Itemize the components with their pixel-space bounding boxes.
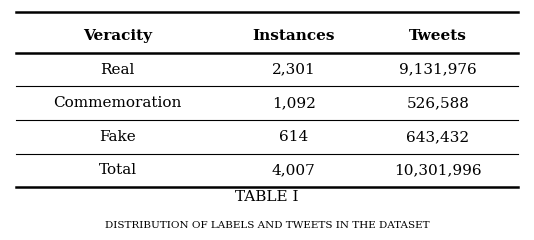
Text: TABLE I: TABLE I [235,190,299,204]
Text: 1,092: 1,092 [272,96,316,110]
Text: 9,131,976: 9,131,976 [399,63,477,77]
Text: Veracity: Veracity [83,29,152,43]
Text: Tweets: Tweets [409,29,467,43]
Text: Real: Real [100,63,135,77]
Text: 4,007: 4,007 [272,163,316,177]
Text: Instances: Instances [253,29,335,43]
Text: 10,301,996: 10,301,996 [394,163,482,177]
Text: Total: Total [98,163,137,177]
Text: DISTRIBUTION OF LABELS AND TWEETS IN THE DATASET: DISTRIBUTION OF LABELS AND TWEETS IN THE… [105,221,429,230]
Text: 643,432: 643,432 [406,130,469,144]
Text: 2,301: 2,301 [272,63,316,77]
Text: Commemoration: Commemoration [53,96,182,110]
Text: Fake: Fake [99,130,136,144]
Text: 526,588: 526,588 [406,96,469,110]
Text: 614: 614 [279,130,308,144]
